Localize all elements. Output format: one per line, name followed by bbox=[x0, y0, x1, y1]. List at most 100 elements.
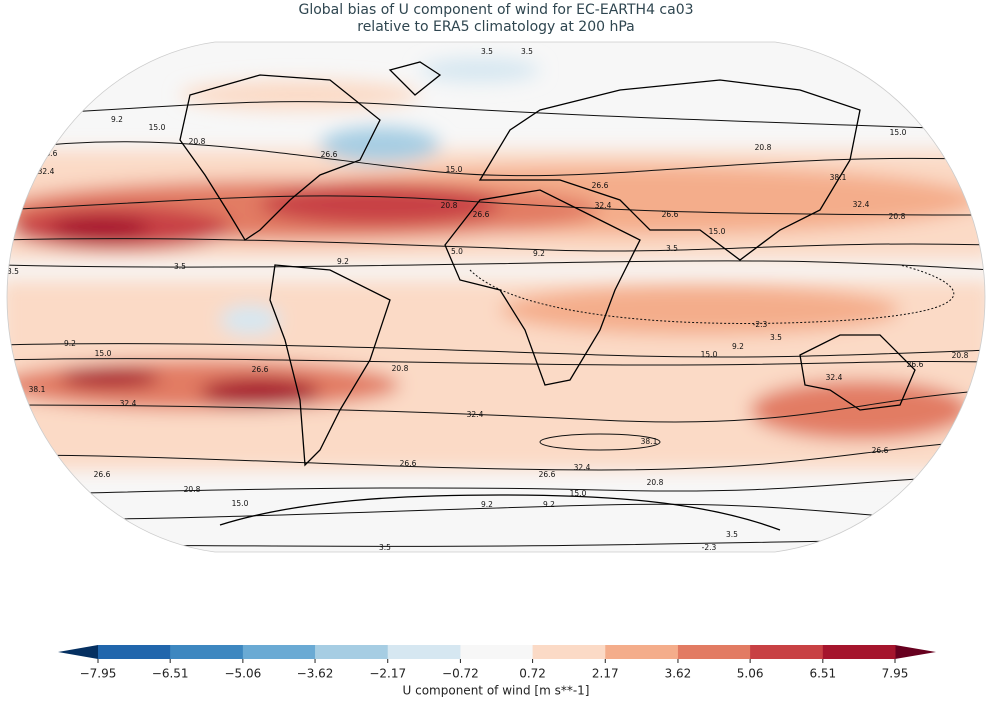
contour-label: 3.5 bbox=[726, 530, 738, 539]
contour-labels: 3.5 3.5 9.2 15.0 20.8 26.6 32.4 26.6 15.0 20.8 26.… bbox=[7, 47, 969, 552]
contour-label: 20.8 bbox=[889, 212, 906, 221]
contour-label: 20.8 bbox=[392, 364, 409, 373]
coastline bbox=[388, 61, 442, 96]
contour-label: 20.8 bbox=[189, 137, 206, 146]
contour-line bbox=[7, 439, 985, 471]
contour-label: 32.4 bbox=[120, 399, 137, 408]
coastline bbox=[478, 79, 861, 261]
coastline bbox=[799, 334, 916, 411]
colorbar-tick-label: 6.51 bbox=[809, 667, 836, 681]
bias-patch bbox=[180, 80, 420, 110]
colorbar-bin bbox=[605, 645, 679, 659]
contour-label: 20.8 bbox=[952, 351, 969, 360]
contour-label: 32.4 bbox=[467, 410, 484, 419]
bias-patch bbox=[200, 378, 320, 406]
map-frame bbox=[6, 41, 986, 553]
colorbar-bin bbox=[170, 645, 244, 659]
contour-label: 26.6 bbox=[473, 210, 490, 219]
contour-label: 9.2 bbox=[337, 257, 349, 266]
bias-patch bbox=[420, 58, 540, 82]
contour-label: 26.6 bbox=[592, 181, 609, 190]
bias-patch bbox=[60, 368, 160, 388]
colorbar-tick-label: 3.62 bbox=[665, 667, 692, 681]
contour-label: 32.4 bbox=[595, 201, 612, 210]
contour-line bbox=[7, 503, 985, 521]
contour-label: 3.5 bbox=[521, 47, 533, 56]
contour-label: 9.2 bbox=[732, 342, 744, 351]
colorbar-bin bbox=[677, 645, 751, 659]
coastline bbox=[444, 189, 641, 386]
colorbar: −7.95 −6.51 −5.06 −3.62 −2.17 −0.72 0.72 2.17 3.… bbox=[58, 645, 936, 681]
coastline bbox=[219, 494, 781, 531]
colorbar-tick-label: −3.62 bbox=[297, 667, 334, 681]
contour-label: 9.2 bbox=[481, 500, 493, 509]
bias-field bbox=[7, 58, 985, 470]
contour-label: 3.5 bbox=[481, 47, 493, 56]
contour-label: 38.1 bbox=[641, 437, 658, 446]
coastline bbox=[179, 74, 381, 241]
colorbar-tick-label: −0.72 bbox=[442, 667, 479, 681]
colorbar-tick-label: −7.95 bbox=[80, 667, 117, 681]
bias-patch bbox=[500, 285, 900, 335]
bias-patch bbox=[260, 185, 500, 225]
contour-label: 15.0 bbox=[232, 499, 249, 508]
title-line: relative to ERA5 climatology at 200 hPa bbox=[357, 19, 634, 35]
colorbar-bin bbox=[532, 645, 606, 659]
contour-label: 15.0 bbox=[709, 227, 726, 236]
contour-label: 26.6 bbox=[872, 446, 889, 455]
contour-line bbox=[7, 141, 985, 177]
bias-patch bbox=[220, 305, 280, 335]
bias-patch bbox=[50, 216, 150, 240]
contour-line bbox=[7, 195, 985, 216]
contour-label: 15.0 bbox=[149, 123, 166, 132]
contour-label: 20.8 bbox=[441, 201, 458, 210]
colorbar-bin bbox=[242, 645, 316, 659]
contour-line bbox=[7, 260, 985, 271]
contour-label: 32.4 bbox=[853, 200, 870, 209]
contour-line bbox=[539, 433, 661, 451]
contour-line bbox=[7, 101, 985, 131]
contour-label: 32.4 bbox=[826, 373, 843, 382]
contour-label: 26.6 bbox=[662, 210, 679, 219]
colorbar-bin bbox=[315, 645, 389, 659]
colorbar-tick-label: 7.95 bbox=[882, 667, 909, 681]
contour-label: 9.2 bbox=[111, 115, 123, 124]
contour-label: 15.0 bbox=[570, 489, 587, 498]
title-line: Global bias of U component of wind for E… bbox=[298, 2, 693, 18]
contour-label: -2.3 bbox=[753, 320, 768, 329]
colorbar-bin bbox=[460, 645, 534, 659]
contour-line bbox=[7, 474, 985, 496]
contour-label: 3.5 bbox=[379, 543, 391, 552]
contour-label: 15.0 bbox=[446, 165, 463, 174]
contour-label: 26.6 bbox=[252, 365, 269, 374]
contour-label: 3.5 bbox=[174, 262, 186, 271]
contour-label: 3.5 bbox=[770, 333, 782, 342]
contour-label: 26.6 bbox=[400, 459, 417, 468]
contour-line bbox=[7, 238, 985, 252]
colorbar-tick-label: −6.51 bbox=[152, 667, 189, 681]
contour-label: 20.8 bbox=[755, 143, 772, 152]
colorbar-bin bbox=[750, 645, 824, 659]
contour-label: 26.6 bbox=[321, 150, 338, 159]
contour-label: 26.6 bbox=[539, 470, 556, 479]
contour-label: -2.3 bbox=[702, 543, 717, 552]
contour-label: 9.2 bbox=[64, 339, 76, 348]
contours bbox=[7, 101, 985, 547]
colorbar-bin bbox=[98, 645, 171, 659]
contour-label: 9.2 bbox=[533, 249, 545, 258]
contour-label: 38.1 bbox=[29, 385, 46, 394]
contour-label: 26.6 bbox=[94, 470, 111, 479]
contour-label: 3.5 bbox=[7, 267, 19, 276]
contour-label: 20.8 bbox=[647, 478, 664, 487]
bias-patch bbox=[320, 127, 440, 163]
contour-label: 20.8 bbox=[184, 485, 201, 494]
colorbar-extension bbox=[58, 645, 98, 659]
colorbar-tick-label: 0.72 bbox=[519, 667, 546, 681]
contour-label: 5.0 bbox=[451, 247, 463, 256]
colorbar-bin bbox=[387, 645, 461, 659]
bias-patch bbox=[7, 360, 400, 410]
contour-line bbox=[7, 389, 985, 423]
contour-label: 26.6 bbox=[907, 360, 924, 369]
contour-label: 15.0 bbox=[890, 128, 907, 137]
